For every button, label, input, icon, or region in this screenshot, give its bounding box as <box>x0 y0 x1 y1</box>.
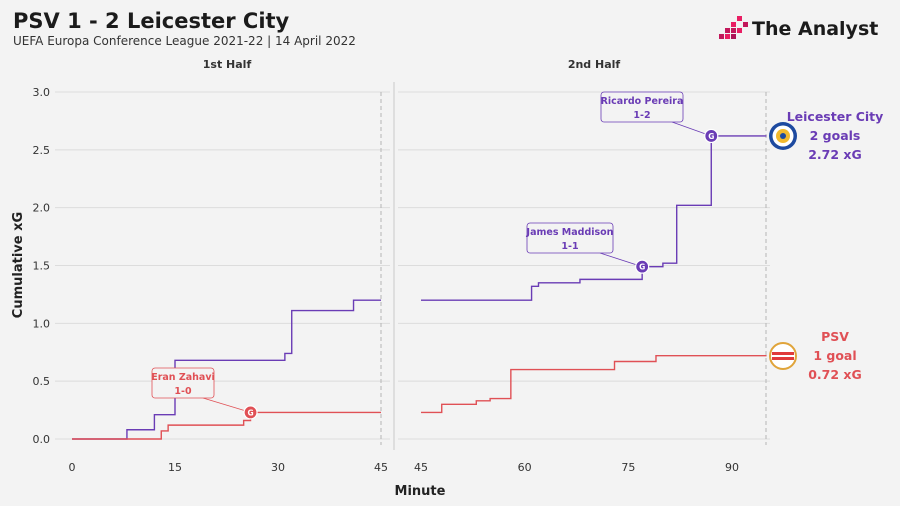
brand-name: The Analyst <box>752 18 878 40</box>
goal-marker <box>243 405 258 420</box>
y-tick-label: 1.0 <box>33 317 51 330</box>
y-tick-label: 1.5 <box>33 260 51 273</box>
leicester-city-xg-line-2nd-half <box>421 135 767 301</box>
leicester-summary: Leicester City 2 goals 2.72 xG <box>769 109 883 162</box>
goal-marker-label: G <box>247 408 253 417</box>
goal-callout-connector <box>599 252 643 268</box>
goal-scorer-label: Ricardo Pereira <box>601 96 684 107</box>
goal-callout-box <box>151 367 215 399</box>
x-axis-label: Minute <box>395 484 446 499</box>
y-tick-label: 3.0 <box>33 86 51 99</box>
goal-callout-connector <box>202 397 251 413</box>
goal-marker-label: G <box>639 263 645 272</box>
psv-summary: PSV 1 goal 0.72 xG <box>769 329 862 382</box>
panel-title-1st-half: 1st Half <box>203 58 252 71</box>
psv-xg-total: 0.72 xG <box>808 367 862 382</box>
goal-scorer-label: Eran Zahavi <box>151 372 215 383</box>
grid-layer <box>55 82 770 450</box>
tick-layer: 0.0 0.5 1.0 1.5 2.0 2.5 3.0 0 15 30 45 45 60 75 90 <box>33 86 740 474</box>
x-tick-label: 0 <box>69 461 76 474</box>
x-tick-label: 30 <box>271 461 285 474</box>
x-tick-label: 15 <box>168 461 182 474</box>
x-tick-label: 75 <box>621 461 635 474</box>
goal-scorer-label: James Maddison <box>526 227 614 238</box>
brand-mark-icon <box>719 16 748 39</box>
goal-score-label: 1-0 <box>174 386 192 397</box>
goal-marker <box>704 128 719 144</box>
goal-marker-label: G <box>708 132 714 141</box>
leicester-crest-icon <box>769 122 797 150</box>
x-tick-label: 45 <box>374 461 388 474</box>
leicester-xg-total: 2.72 xG <box>808 147 862 162</box>
leicester-goals: 2 goals <box>810 128 861 143</box>
brand-logo: The Analyst <box>719 16 878 40</box>
y-tick-label: 0.5 <box>33 375 51 388</box>
leicester-team-name: Leicester City <box>787 109 884 124</box>
goal-score-label: 1-1 <box>561 241 578 252</box>
y-tick-label: 0.0 <box>33 433 51 446</box>
x-tick-label: 45 <box>414 461 428 474</box>
x-tick-label: 90 <box>725 461 739 474</box>
leicester-city-xg-line-1st-half <box>72 299 381 440</box>
psv-xg-line-2nd-half <box>421 355 767 414</box>
goal-marker <box>635 259 650 274</box>
page-subtitle: UEFA Europa Conference League 2021-22 | … <box>13 34 356 48</box>
y-tick-label: 2.5 <box>33 144 51 157</box>
page-title: PSV 1 - 2 Leicester City <box>13 9 290 33</box>
goal-callout-box <box>600 91 684 123</box>
psv-crest-icon <box>769 342 797 370</box>
goal-layer: Eran Zahavi 1-0 G James Maddison 1-1 G Ricardo… <box>151 91 719 420</box>
goal-score-label: 1-2 <box>633 110 650 121</box>
psv-team-name: PSV <box>821 329 849 344</box>
x-tick-label: 60 <box>518 461 532 474</box>
y-axis-label: Cumulative xG <box>11 212 26 318</box>
panel-title-2nd-half: 2nd Half <box>568 58 621 71</box>
goal-callout-box <box>526 222 614 254</box>
psv-goals: 1 goal <box>813 348 856 363</box>
psv-xg-line-1st-half <box>72 411 381 440</box>
y-tick-label: 2.0 <box>33 202 51 215</box>
